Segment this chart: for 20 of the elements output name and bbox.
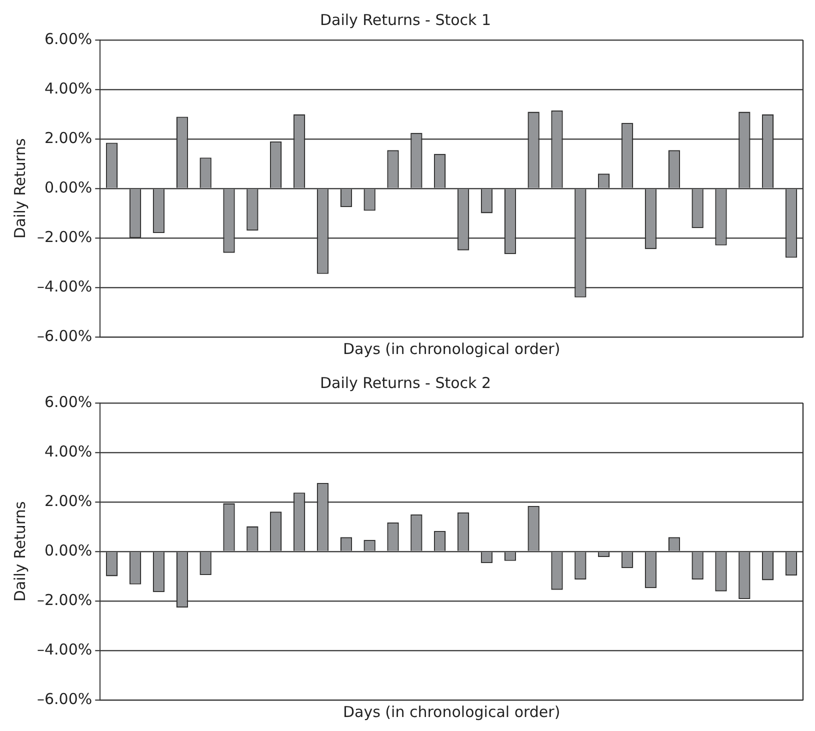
y-tick-label: –6.00% xyxy=(36,690,92,708)
y-tick-label: 2.00% xyxy=(44,492,92,510)
y-axis-title: Daily Returns xyxy=(10,501,29,602)
y-tick-label: 4.00% xyxy=(44,442,92,460)
chart-title: Daily Returns - Stock 1 xyxy=(320,10,492,29)
y-tick-label: –6.00% xyxy=(36,326,92,345)
x-axis-title: Days (in chronological order) xyxy=(342,340,560,358)
y-tick-label: 0.00% xyxy=(44,178,92,196)
y-tick-label: 2.00% xyxy=(44,128,92,147)
y-tick-label: –2.00% xyxy=(36,228,92,246)
y-tick-label: 6.00% xyxy=(44,392,92,411)
chart-title: Daily Returns - Stock 2 xyxy=(320,374,492,392)
y-tick-label: 6.00% xyxy=(44,30,92,48)
y-tick-label: 4.00% xyxy=(44,79,92,98)
y-tick-label: –4.00% xyxy=(36,640,92,658)
x-axis-title: Days (in chronological order) xyxy=(342,702,560,721)
y-tick-label: 0.00% xyxy=(44,541,92,560)
y-tick-label: –2.00% xyxy=(36,590,92,609)
y-tick-label: –4.00% xyxy=(36,277,92,296)
y-axis-title: Daily Returns xyxy=(10,138,29,239)
